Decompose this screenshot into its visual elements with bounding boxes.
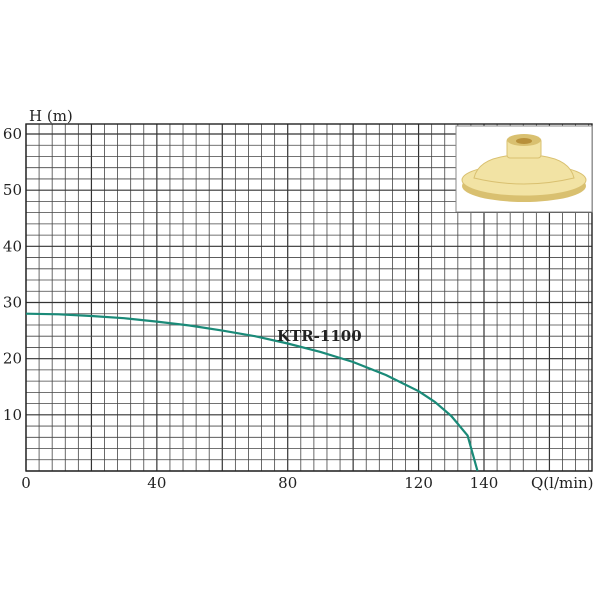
y-tick-label: 60 — [3, 125, 22, 143]
y-tick-label: 20 — [3, 350, 22, 368]
series-label: KTR-1100 — [277, 327, 362, 345]
y-tick-labels: 10 20 30 40 50 60 — [3, 125, 22, 424]
y-tick-label: 10 — [3, 406, 22, 424]
x-tick-label: 120 — [404, 474, 433, 492]
series-line — [25, 312, 479, 472]
y-axis-label: H (m) — [29, 107, 73, 125]
series-layer: KTR-1100 — [25, 312, 479, 472]
y-tick-label: 30 — [3, 294, 22, 312]
impeller-photo — [455, 125, 593, 213]
impeller-hub-hole — [516, 138, 532, 144]
plot-border — [25, 123, 593, 472]
y-tick-label: 50 — [3, 181, 22, 199]
plot-frame — [25, 123, 593, 472]
y-tick-label: 40 — [3, 237, 22, 255]
x-tick-label: 140 — [470, 474, 499, 492]
x-axis-label: Q(l/min) — [531, 474, 594, 492]
x-tick-labels: 0 40 80 120 140 — [21, 474, 498, 492]
x-tick-label: 0 — [21, 474, 31, 492]
x-tick-label: 80 — [278, 474, 297, 492]
x-tick-label: 40 — [147, 474, 166, 492]
impeller-shroud — [473, 155, 575, 185]
